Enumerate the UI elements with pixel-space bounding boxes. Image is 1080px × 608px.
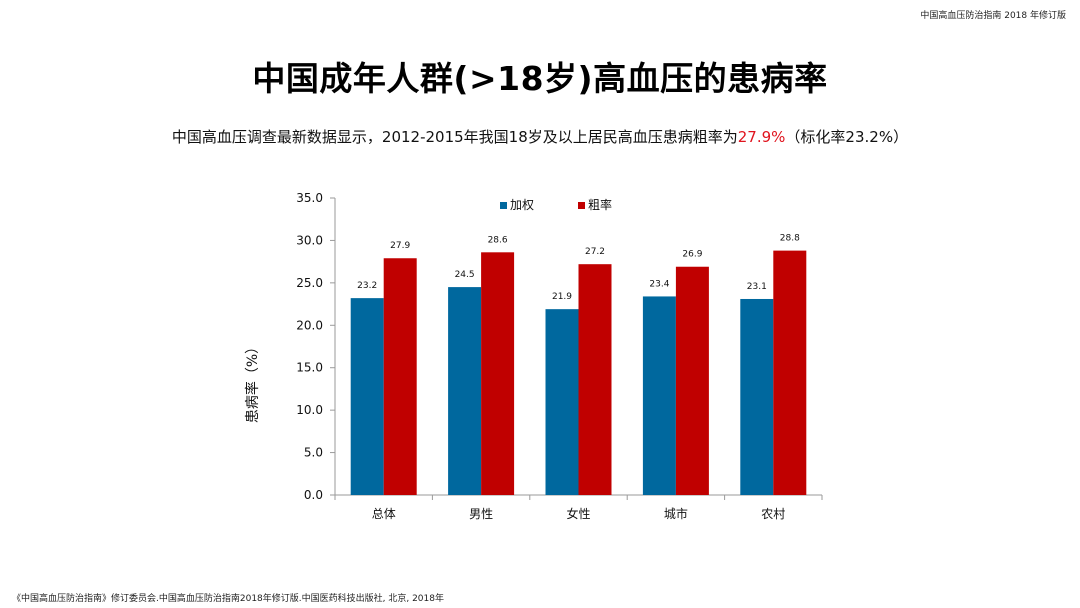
bar-value-label: 26.9 [682, 250, 702, 260]
y-tick-label: 15.0 [296, 361, 323, 375]
bar-crude [383, 258, 417, 495]
legend-label: 粗率 [588, 197, 612, 212]
bar-value-label: 23.2 [357, 281, 377, 291]
header-reference: 中国高血压防治指南 2018 年修订版 [920, 11, 1066, 21]
bar-weighted [545, 309, 579, 495]
legend-swatch-crude [578, 202, 585, 209]
y-tick-label: 20.0 [296, 318, 323, 332]
x-category-label: 总体 [372, 507, 396, 521]
bar-weighted [642, 296, 676, 495]
subtitle-highlight: 27.9% [737, 128, 786, 146]
bar-crude [481, 252, 515, 495]
x-category-label: 女性 [566, 506, 590, 521]
legend-label: 加权 [510, 198, 534, 212]
y-axis-title: 患病率（%） [244, 340, 261, 423]
bar-crude [578, 264, 612, 495]
y-tick-label: 25.0 [296, 276, 323, 290]
x-category-label: 男性 [469, 507, 493, 521]
bar-weighted [350, 298, 384, 495]
bar-value-label: 27.9 [390, 241, 410, 251]
bar-value-label: 28.8 [780, 234, 800, 244]
y-tick-label: 10.0 [296, 403, 323, 417]
x-category-label: 城市 [664, 506, 688, 521]
y-tick-label: 5.0 [304, 446, 323, 460]
bar-crude [675, 266, 709, 495]
bar-value-label: 23.4 [649, 279, 669, 289]
bar-value-label: 24.5 [455, 270, 475, 280]
bar-value-label: 21.9 [552, 292, 572, 302]
y-tick-label: 30.0 [296, 233, 323, 247]
bar-value-label: 27.2 [585, 247, 605, 257]
subtitle-standardized: （标化率23.2%） [785, 128, 909, 146]
bar-weighted [740, 298, 774, 495]
slide-subtitle: 中国高血压调查最新数据显示，2012-2015年我国18岁及以上居民高血压患病粗… [0, 126, 1080, 147]
y-tick-label: 0.0 [304, 488, 323, 502]
bar-weighted [448, 287, 482, 495]
footnote-citation: 《中国高血压防治指南》修订委员会.中国高血压防治指南2018年修订版.中国医药科… [12, 594, 444, 604]
bar-value-label: 28.6 [488, 235, 508, 245]
bar-crude [773, 250, 807, 495]
slide-title: 中国成年人群(>18岁)高血压的患病率 [252, 59, 828, 98]
bar-value-label: 23.1 [747, 282, 767, 292]
subtitle-text: 中国高血压调查最新数据显示，2012-2015年我国18岁及以上居民高血压患病粗… [171, 128, 738, 146]
x-category-label: 农村 [761, 507, 785, 521]
y-tick-label: 35.0 [296, 191, 323, 205]
legend-swatch-weighted [500, 202, 507, 209]
